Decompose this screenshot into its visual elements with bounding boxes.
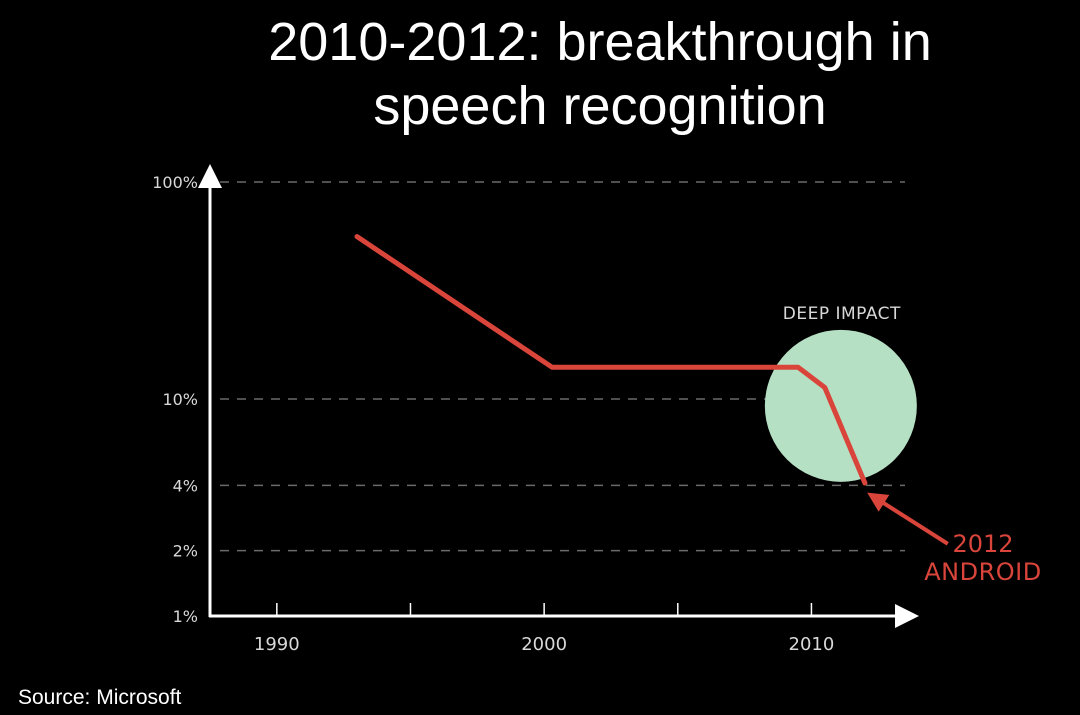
- x-tick-label-1: 2000: [521, 634, 567, 655]
- source-note: Source: Microsoft: [18, 686, 182, 709]
- android-label-name: ANDROID: [924, 558, 1041, 586]
- y-tick-label-3: 2%: [173, 542, 198, 561]
- deep-impact-label: DEEP IMPACT: [783, 304, 901, 324]
- android-annotation: 2012 ANDROID: [867, 492, 1041, 586]
- grid-lines: [220, 181, 905, 552]
- x-minor-ticks: [276, 603, 813, 616]
- title-line-1: 2010-2012: breakthrough in: [268, 12, 932, 72]
- x-tick-label-0: 1990: [254, 634, 300, 655]
- axes: [198, 164, 919, 628]
- y-tick-label-0: 100%: [152, 173, 198, 192]
- title-line-2: speech recognition: [373, 76, 827, 136]
- y-tick-label-1: 10%: [162, 390, 198, 409]
- y-tick-labels: 100% 10% 4% 2% 1%: [152, 173, 198, 626]
- deep-impact-group: DEEP IMPACT: [764, 304, 917, 482]
- x-tick-labels: 1990 2000 2010: [254, 634, 834, 655]
- x-tick-label-2: 2010: [789, 634, 835, 655]
- y-tick-label-2: 4%: [173, 476, 198, 495]
- page-title: 2010-2012: breakthrough in speech recogn…: [0, 10, 1080, 138]
- y-tick-label-4: 1%: [173, 607, 198, 626]
- android-label-year: 2012: [952, 530, 1013, 558]
- android-arrow: [867, 492, 949, 546]
- error-rate-line: [354, 234, 868, 486]
- deep-impact-circle: [764, 329, 917, 482]
